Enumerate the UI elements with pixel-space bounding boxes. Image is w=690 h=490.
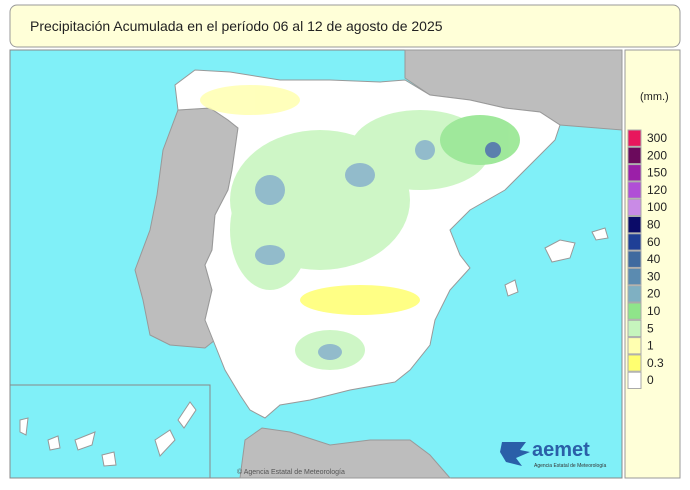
menorca [591, 227, 609, 241]
legend-label: 200 [647, 148, 667, 162]
legend-swatch [627, 216, 642, 234]
title: Precipitación Acumulada en el período 06… [30, 18, 443, 34]
logo: aemet Agencia Estatal de Meteorología [500, 439, 606, 469]
credit: © Agencia Estatal de Meteorología [237, 468, 345, 476]
legend-label: 0 [647, 373, 654, 387]
legend-swatch [627, 250, 642, 268]
legend-label: 30 [647, 269, 661, 283]
legend-swatch [627, 129, 642, 147]
mallorca [544, 239, 576, 263]
legend-swatch [627, 198, 642, 216]
legend-swatch [627, 371, 642, 390]
title-box [9, 4, 681, 48]
legend: 300 200 150 120 100 80 60 40 30 20 10 5 1 0.3 0 [627, 129, 667, 390]
canary-islands [19, 401, 197, 467]
legend-swatch [627, 319, 642, 338]
legend-label: 300 [647, 131, 667, 145]
legend-swatch [627, 302, 642, 320]
legend-label: 60 [647, 235, 661, 249]
legend-label: 150 [647, 166, 667, 180]
legend-label: 5 [647, 321, 654, 335]
map: © Agencia Estatal de Meteorología aemet … [9, 49, 623, 479]
legend-label: 40 [647, 252, 661, 266]
legend-label: 1 [647, 339, 654, 353]
legend-swatch [627, 181, 642, 199]
legend-unit: (mm.) [640, 91, 669, 103]
legend-swatch [627, 285, 642, 303]
logo-name: aemet [532, 439, 590, 461]
legend-swatch [627, 354, 642, 372]
legend-swatch [627, 337, 642, 355]
legend-swatch [627, 146, 642, 165]
legend-swatch [627, 233, 642, 251]
africa [239, 427, 452, 479]
precipitation [200, 85, 520, 370]
legend-swatch [627, 267, 642, 286]
legend-label: 10 [647, 304, 661, 318]
legend-label: 120 [647, 183, 667, 197]
legend-label: 0.3 [647, 356, 664, 370]
legend-swatch [627, 164, 642, 182]
legend-label: 100 [647, 200, 667, 214]
legend-label: 80 [647, 218, 661, 232]
logo-subtitle: Agencia Estatal de Meteorología [534, 463, 606, 469]
ibiza [504, 279, 519, 297]
legend-label: 20 [647, 287, 661, 301]
